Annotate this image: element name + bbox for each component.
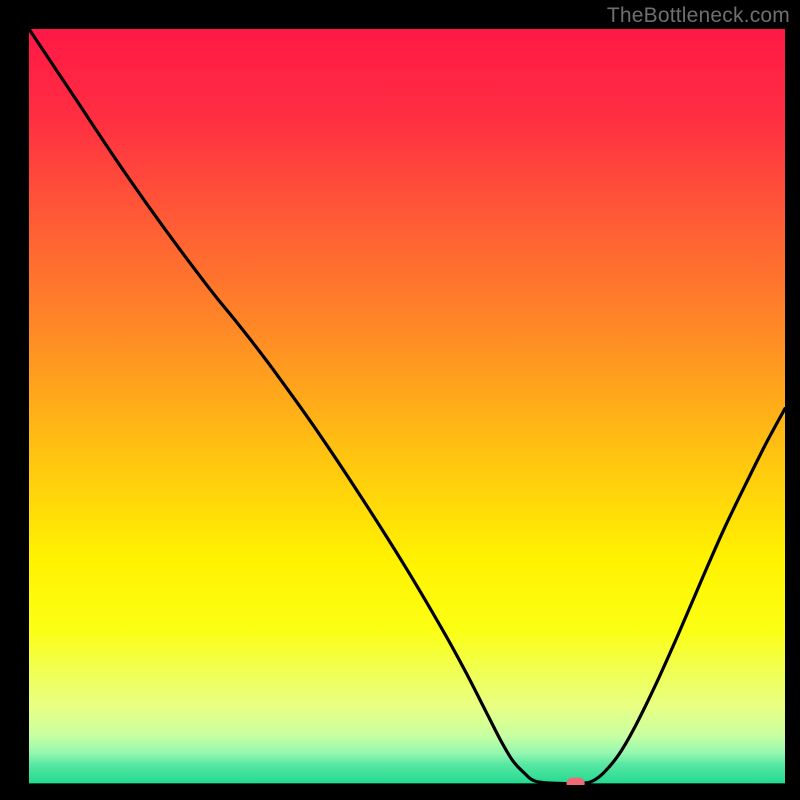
chart-frame: TheBottleneck.com [0, 0, 800, 800]
gradient-background [29, 29, 785, 785]
watermark-text: TheBottleneck.com [607, 4, 790, 28]
plot-area [29, 29, 785, 785]
chart-svg [29, 29, 785, 785]
optimum-marker [567, 778, 585, 785]
